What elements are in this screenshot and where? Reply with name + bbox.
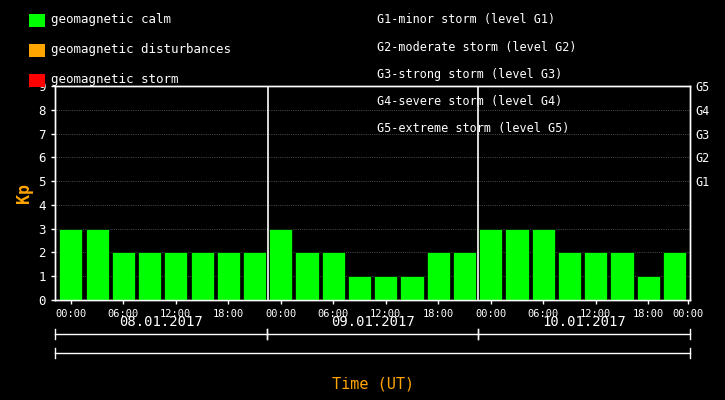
Text: 10.01.2017: 10.01.2017 bbox=[542, 315, 626, 329]
Text: G3-strong storm (level G3): G3-strong storm (level G3) bbox=[377, 68, 563, 81]
Bar bbox=[584, 252, 608, 300]
Bar bbox=[217, 252, 240, 300]
Text: geomagnetic storm: geomagnetic storm bbox=[51, 74, 178, 86]
Bar bbox=[165, 252, 187, 300]
Bar bbox=[112, 252, 135, 300]
Bar bbox=[610, 252, 634, 300]
Bar bbox=[374, 276, 397, 300]
Bar bbox=[400, 276, 423, 300]
Bar bbox=[637, 276, 660, 300]
Bar bbox=[479, 229, 502, 300]
Text: G5-extreme storm (level G5): G5-extreme storm (level G5) bbox=[377, 122, 569, 135]
Bar bbox=[427, 252, 450, 300]
Text: geomagnetic disturbances: geomagnetic disturbances bbox=[51, 44, 231, 56]
Text: G4-severe storm (level G4): G4-severe storm (level G4) bbox=[377, 95, 563, 108]
Bar bbox=[296, 252, 318, 300]
Text: Time (UT): Time (UT) bbox=[331, 376, 414, 392]
Text: 09.01.2017: 09.01.2017 bbox=[331, 315, 415, 329]
Bar bbox=[86, 229, 109, 300]
Y-axis label: Kp: Kp bbox=[15, 183, 33, 203]
Bar bbox=[243, 252, 266, 300]
Bar bbox=[59, 229, 83, 300]
Bar bbox=[663, 252, 686, 300]
Bar bbox=[531, 229, 555, 300]
Text: geomagnetic calm: geomagnetic calm bbox=[51, 14, 171, 26]
Bar bbox=[348, 276, 371, 300]
Text: G2-moderate storm (level G2): G2-moderate storm (level G2) bbox=[377, 41, 576, 54]
Bar bbox=[453, 252, 476, 300]
Bar bbox=[558, 252, 581, 300]
Text: G1-minor storm (level G1): G1-minor storm (level G1) bbox=[377, 14, 555, 26]
Text: 08.01.2017: 08.01.2017 bbox=[119, 315, 203, 329]
Bar bbox=[322, 252, 345, 300]
Bar bbox=[191, 252, 214, 300]
Bar bbox=[138, 252, 161, 300]
Bar bbox=[505, 229, 529, 300]
Bar bbox=[269, 229, 292, 300]
